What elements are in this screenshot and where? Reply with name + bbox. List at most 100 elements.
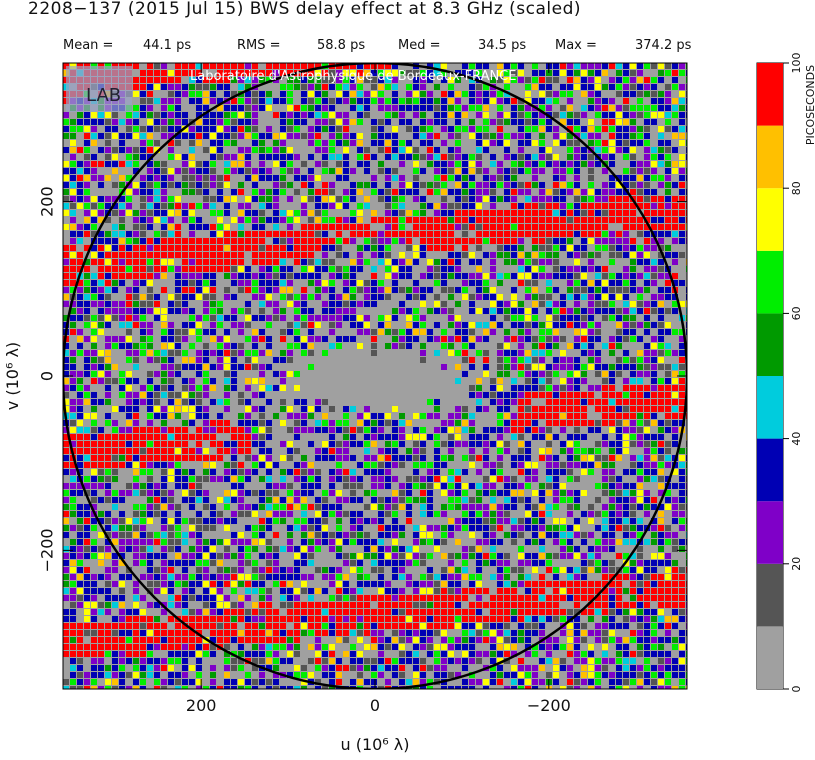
- map-cell: [126, 434, 132, 440]
- map-cell: [413, 315, 419, 321]
- map-cell: [161, 448, 167, 454]
- map-cell: [77, 224, 83, 230]
- map-cell: [595, 455, 601, 461]
- map-cell: [672, 203, 678, 209]
- map-cell: [252, 434, 258, 440]
- map-cell: [546, 469, 552, 475]
- map-cell: [196, 553, 202, 559]
- map-cell: [595, 525, 601, 531]
- map-cell: [91, 140, 97, 146]
- map-cell: [294, 434, 300, 440]
- map-cell: [637, 378, 643, 384]
- map-cell: [504, 273, 510, 279]
- map-cell: [266, 189, 272, 195]
- map-cell: [399, 217, 405, 223]
- map-cell: [196, 441, 202, 447]
- map-cell: [224, 245, 230, 251]
- map-cell: [525, 140, 531, 146]
- map-cell: [588, 161, 594, 167]
- map-cell: [315, 133, 321, 139]
- map-cell: [196, 476, 202, 482]
- map-cell: [483, 112, 489, 118]
- map-cell: [406, 329, 412, 335]
- map-cell: [525, 497, 531, 503]
- map-cell: [147, 126, 153, 132]
- map-cell: [595, 217, 601, 223]
- map-cell: [595, 287, 601, 293]
- map-cell: [112, 168, 118, 174]
- map-cell: [476, 245, 482, 251]
- map-cell: [126, 259, 132, 265]
- map-cell: [336, 441, 342, 447]
- map-cell: [119, 245, 125, 251]
- map-cell: [147, 560, 153, 566]
- map-cell: [567, 476, 573, 482]
- map-cell: [497, 455, 503, 461]
- map-cell: [203, 161, 209, 167]
- map-cell: [112, 476, 118, 482]
- map-cell: [196, 532, 202, 538]
- map-cell: [322, 301, 328, 307]
- map-cell: [623, 287, 629, 293]
- map-cell: [511, 350, 517, 356]
- map-cell: [91, 413, 97, 419]
- map-cell: [210, 119, 216, 125]
- map-cell: [504, 217, 510, 223]
- map-cell: [364, 546, 370, 552]
- map-cell: [350, 140, 356, 146]
- map-cell: [154, 462, 160, 468]
- map-cell: [441, 539, 447, 545]
- map-cell: [448, 455, 454, 461]
- map-cell: [224, 525, 230, 531]
- map-cell: [259, 518, 265, 524]
- map-cell: [301, 553, 307, 559]
- map-cell: [287, 147, 293, 153]
- map-cell: [462, 154, 468, 160]
- map-cell: [70, 385, 76, 391]
- map-cell: [322, 84, 328, 90]
- map-cell: [140, 238, 146, 244]
- map-cell: [511, 476, 517, 482]
- map-cell: [581, 560, 587, 566]
- map-cell: [567, 231, 573, 237]
- map-cell: [105, 455, 111, 461]
- map-cell: [476, 259, 482, 265]
- map-cell: [161, 217, 167, 223]
- map-cell: [315, 511, 321, 517]
- map-cell: [574, 182, 580, 188]
- map-cell: [581, 84, 587, 90]
- map-cell: [413, 259, 419, 265]
- map-cell: [161, 483, 167, 489]
- map-cell: [98, 560, 104, 566]
- map-cell: [602, 364, 608, 370]
- map-cell: [196, 182, 202, 188]
- map-cell: [140, 217, 146, 223]
- map-cell: [581, 294, 587, 300]
- map-cell: [588, 511, 594, 517]
- map-cell: [469, 224, 475, 230]
- map-cell: [483, 217, 489, 223]
- map-cell: [147, 252, 153, 258]
- map-cell: [658, 98, 664, 104]
- map-cell: [70, 329, 76, 335]
- map-cell: [231, 308, 237, 314]
- map-cell: [609, 273, 615, 279]
- map-cell: [658, 406, 664, 412]
- map-cell: [350, 77, 356, 83]
- map-cell: [616, 77, 622, 83]
- map-cell: [637, 217, 643, 223]
- map-cell: [245, 301, 251, 307]
- map-cell: [609, 413, 615, 419]
- map-cell: [378, 84, 384, 90]
- map-cell: [406, 455, 412, 461]
- map-cell: [84, 266, 90, 272]
- map-cell: [196, 217, 202, 223]
- map-cell: [175, 329, 181, 335]
- map-cell: [308, 252, 314, 258]
- map-cell: [602, 70, 608, 76]
- map-cell: [105, 441, 111, 447]
- map-cell: [399, 546, 405, 552]
- map-cell: [441, 266, 447, 272]
- map-cell: [77, 406, 83, 412]
- map-cell: [210, 315, 216, 321]
